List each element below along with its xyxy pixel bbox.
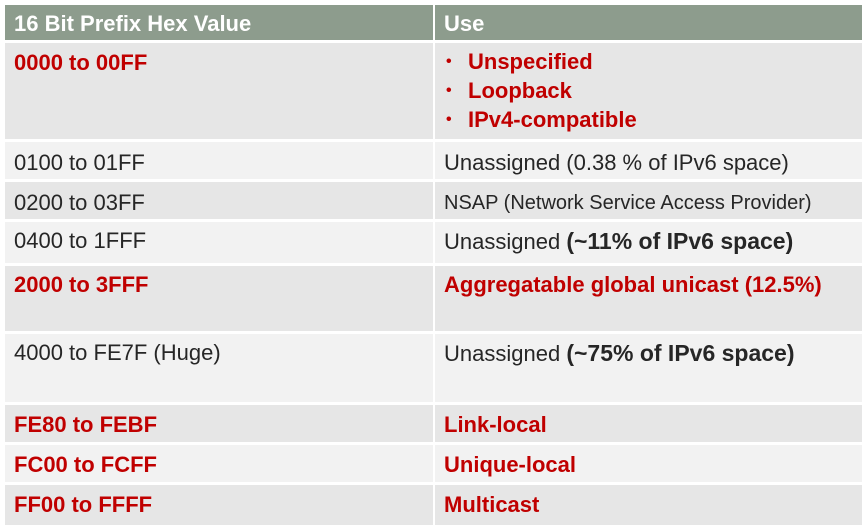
list-item: • Loopback (446, 78, 572, 103)
use-cell: NSAP (Network Service Access Provider) (433, 182, 862, 222)
table-row: 4000 to FE7F (Huge) Unassigned (~75% of … (5, 334, 862, 405)
prefix-cell: 2000 to 3FFF (5, 266, 433, 334)
use-cell: Link-local (433, 405, 862, 445)
column-header-prefix: 16 Bit Prefix Hex Value (5, 5, 433, 43)
column-header-use: Use (433, 5, 862, 43)
table-row: 0200 to 03FF NSAP (Network Service Acces… (5, 182, 862, 222)
table-row: FE80 to FEBF Link-local (5, 405, 862, 445)
use-cell: Aggregatable global unicast (12.5%) (433, 266, 862, 334)
use-cell: Unique-local (433, 445, 862, 485)
prefix-cell: FC00 to FCFF (5, 445, 433, 485)
prefix-cell: 0000 to 00FF (5, 43, 433, 142)
prefix-cell: FE80 to FEBF (5, 405, 433, 445)
prefix-cell: FF00 to FFFF (5, 485, 433, 525)
prefix-cell: 0200 to 03FF (5, 182, 433, 222)
use-cell: Multicast (433, 485, 862, 525)
bullet-icon: • (446, 82, 452, 99)
table-header-row: 16 Bit Prefix Hex Value Use (5, 5, 862, 43)
table-row: FF00 to FFFF Multicast (5, 485, 862, 525)
bullet-icon: • (446, 53, 452, 70)
use-cell: • Unspecified • Loopback • IPv4-compatible (433, 43, 862, 142)
use-cell: Unassigned (~75% of IPv6 space) (433, 334, 862, 405)
table-row: 0400 to 1FFF Unassigned (~11% of IPv6 sp… (5, 222, 862, 266)
table-row: 0100 to 01FF Unassigned (0.38 % of IPv6 … (5, 142, 862, 182)
table-row: FC00 to FCFF Unique-local (5, 445, 862, 485)
use-bullet-list: • Unspecified • Loopback • IPv4-compatible (444, 47, 862, 134)
use-cell: Unassigned (~11% of IPv6 space) (433, 222, 862, 266)
list-item: • Unspecified (446, 49, 593, 74)
table-row: 2000 to 3FFF Aggregatable global unicast… (5, 266, 862, 334)
use-cell: Unassigned (0.38 % of IPv6 space) (433, 142, 862, 182)
table-row: 0000 to 00FF • Unspecified • Loopback • IPv… (5, 43, 862, 142)
prefix-cell: 0100 to 01FF (5, 142, 433, 182)
prefix-cell: 4000 to FE7F (Huge) (5, 334, 433, 405)
list-item: • IPv4-compatible (446, 107, 637, 132)
ipv6-prefix-table: 16 Bit Prefix Hex Value Use 0000 to 00FF… (5, 5, 862, 525)
bullet-icon: • (446, 111, 452, 128)
prefix-cell: 0400 to 1FFF (5, 222, 433, 266)
